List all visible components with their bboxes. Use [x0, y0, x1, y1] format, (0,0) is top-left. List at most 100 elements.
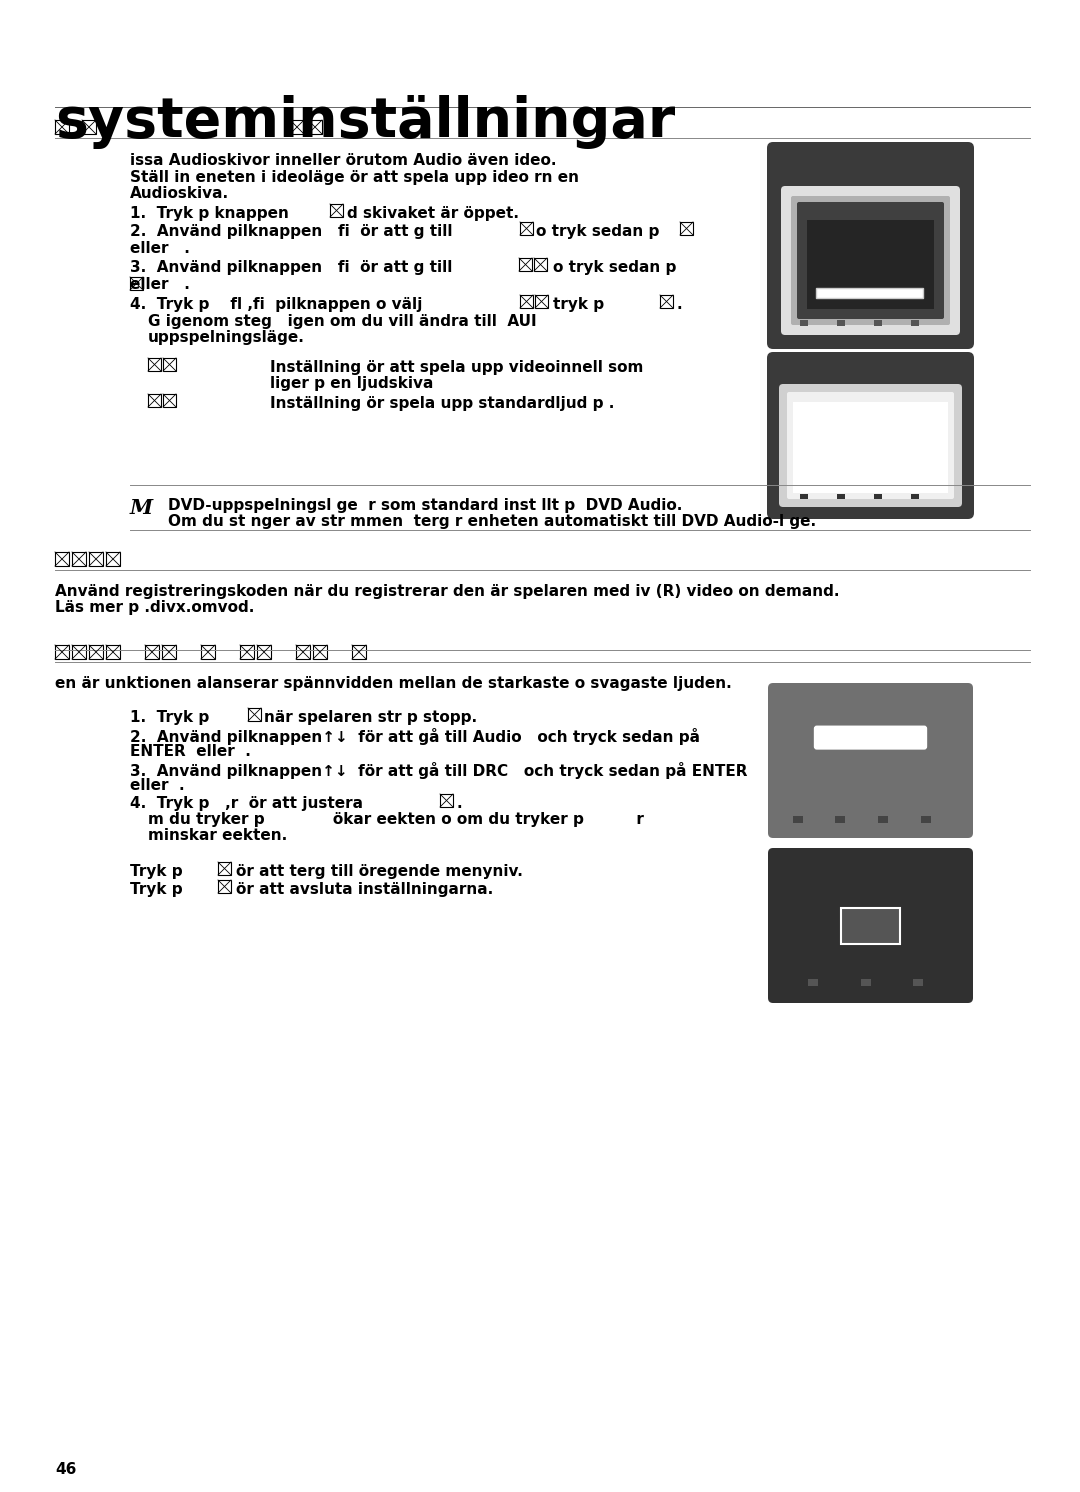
- Bar: [912, 494, 919, 500]
- Bar: [793, 816, 802, 822]
- Bar: [535, 295, 548, 307]
- Text: Tryk p: Tryk p: [130, 864, 183, 879]
- FancyBboxPatch shape: [787, 392, 954, 498]
- FancyBboxPatch shape: [768, 847, 973, 1003]
- Bar: [201, 645, 215, 659]
- Text: o tryk sedan p: o tryk sedan p: [553, 260, 676, 275]
- Text: minskar eekten.: minskar eekten.: [148, 828, 287, 843]
- Bar: [921, 816, 931, 822]
- Text: Läs mer p .divx.omvod.: Läs mer p .divx.omvod.: [55, 600, 255, 615]
- Bar: [875, 319, 882, 325]
- Text: 1.  Tryk p knappen: 1. Tryk p knappen: [130, 206, 288, 221]
- Bar: [145, 645, 159, 659]
- Bar: [240, 645, 254, 659]
- Text: Audioskiva.: Audioskiva.: [130, 186, 229, 201]
- Bar: [680, 222, 693, 236]
- Text: eller   .: eller .: [130, 278, 190, 292]
- Bar: [82, 119, 96, 134]
- Bar: [808, 979, 819, 986]
- Text: m du tryker p             ökar eekten o om du tryker p          r: m du tryker p ökar eekten o om du tryker…: [148, 812, 644, 827]
- Text: Använd registreringskoden när du registrerar den är spelaren med iv (R) video on: Använd registreringskoden när du registr…: [55, 583, 839, 598]
- Text: liger p en ljudskiva: liger p en ljudskiva: [270, 376, 433, 391]
- Bar: [793, 401, 948, 492]
- Text: tryk p: tryk p: [553, 297, 604, 312]
- Bar: [837, 494, 846, 500]
- Bar: [72, 552, 86, 565]
- Text: en är unktionen alanserar spännvidden mellan de starkaste o svagaste ljuden.: en är unktionen alanserar spännvidden me…: [55, 676, 732, 691]
- Bar: [296, 645, 310, 659]
- Bar: [89, 552, 103, 565]
- Bar: [291, 119, 303, 134]
- Text: .: .: [677, 297, 683, 312]
- Bar: [55, 645, 69, 659]
- Text: 4.  Tryk p    fl ,fi  pilknappen o välj: 4. Tryk p fl ,fi pilknappen o välj: [130, 297, 422, 312]
- Bar: [308, 119, 322, 134]
- Bar: [912, 319, 919, 325]
- Bar: [330, 204, 343, 216]
- Bar: [89, 645, 103, 659]
- Text: M: M: [130, 498, 153, 518]
- Text: Inställning ör att spela upp videoinnell som: Inställning ör att spela upp videoinnell…: [270, 360, 644, 374]
- Bar: [861, 979, 870, 986]
- Bar: [875, 494, 882, 500]
- Bar: [313, 645, 327, 659]
- Text: när spelaren str p stopp.: när spelaren str p stopp.: [264, 710, 477, 725]
- Bar: [519, 222, 534, 236]
- FancyBboxPatch shape: [768, 683, 973, 839]
- Bar: [130, 278, 143, 289]
- Bar: [440, 794, 453, 807]
- Bar: [660, 295, 673, 307]
- Bar: [163, 358, 176, 372]
- Bar: [148, 394, 161, 407]
- FancyBboxPatch shape: [781, 186, 960, 336]
- Bar: [163, 394, 176, 407]
- FancyBboxPatch shape: [767, 142, 974, 349]
- FancyBboxPatch shape: [791, 195, 950, 325]
- Text: Om du st nger av str mmen  terg r enheten automatiskt till DVD Audio-l ge.: Om du st nger av str mmen terg r enheten…: [168, 515, 816, 530]
- Bar: [352, 645, 366, 659]
- Bar: [72, 645, 86, 659]
- Text: d skivaket är öppet.: d skivaket är öppet.: [347, 206, 519, 221]
- Bar: [519, 295, 534, 307]
- Text: 3.  Använd pilknappen   fi  ör att g till: 3. Använd pilknappen fi ör att g till: [130, 260, 453, 275]
- Bar: [841, 909, 900, 944]
- Bar: [878, 816, 888, 822]
- Bar: [248, 709, 261, 721]
- Text: uppspelningsläge.: uppspelningsläge.: [148, 330, 305, 345]
- Bar: [519, 258, 532, 272]
- Text: .: .: [456, 797, 461, 812]
- Text: 4.  Tryk p   ,r  ör att justera: 4. Tryk p ,r ör att justera: [130, 797, 363, 812]
- Text: DVD-uppspelningsl ge  r som standard inst llt p  DVD Audio.: DVD-uppspelningsl ge r som standard inst…: [168, 498, 683, 513]
- Text: Ställ in eneten i ideoläge ör att spela upp ideo rn en: Ställ in eneten i ideoläge ör att spela …: [130, 170, 579, 185]
- Text: eller  .: eller .: [130, 777, 185, 794]
- FancyBboxPatch shape: [767, 352, 974, 519]
- Bar: [800, 319, 808, 325]
- Text: 2.  Använd pilknappen↑↓  för att gå till Audio   och tryck sedan på: 2. Använd pilknappen↑↓ för att gå till A…: [130, 728, 700, 745]
- Text: G igenom steg   igen om du vill ändra till  AUI: G igenom steg igen om du vill ändra till…: [148, 313, 537, 330]
- FancyBboxPatch shape: [779, 383, 962, 507]
- FancyBboxPatch shape: [815, 727, 927, 749]
- Text: 3.  Använd pilknappen↑↓  för att gå till DRC   och tryck sedan på ENTER: 3. Använd pilknappen↑↓ för att gå till D…: [130, 762, 747, 779]
- Text: ör att terg till öregende menyniv.: ör att terg till öregende menyniv.: [237, 864, 523, 879]
- Text: eller   .: eller .: [130, 242, 190, 257]
- Bar: [257, 645, 271, 659]
- Text: ör att avsluta inställningarna.: ör att avsluta inställningarna.: [237, 882, 494, 897]
- Bar: [836, 816, 846, 822]
- Bar: [815, 288, 923, 298]
- Bar: [534, 258, 546, 272]
- FancyBboxPatch shape: [797, 201, 944, 319]
- Bar: [914, 979, 923, 986]
- Text: 1.  Tryk p: 1. Tryk p: [130, 710, 210, 725]
- Text: Inställning ör spela upp standardljud p .: Inställning ör spela upp standardljud p …: [270, 395, 615, 410]
- Text: systeminställningar: systeminställningar: [55, 95, 675, 149]
- Text: ENTER  eller  .: ENTER eller .: [130, 745, 251, 759]
- Bar: [55, 552, 69, 565]
- Bar: [148, 358, 161, 372]
- Text: o tryk sedan p: o tryk sedan p: [536, 224, 660, 239]
- Bar: [800, 494, 808, 500]
- Bar: [218, 862, 231, 874]
- Text: 2.  Använd pilknappen   fi  ör att g till: 2. Använd pilknappen fi ör att g till: [130, 224, 453, 239]
- Text: issa Audioskivor inneller örutom Audio även ideo.: issa Audioskivor inneller örutom Audio ä…: [130, 154, 556, 169]
- Bar: [218, 880, 231, 894]
- Bar: [807, 219, 934, 309]
